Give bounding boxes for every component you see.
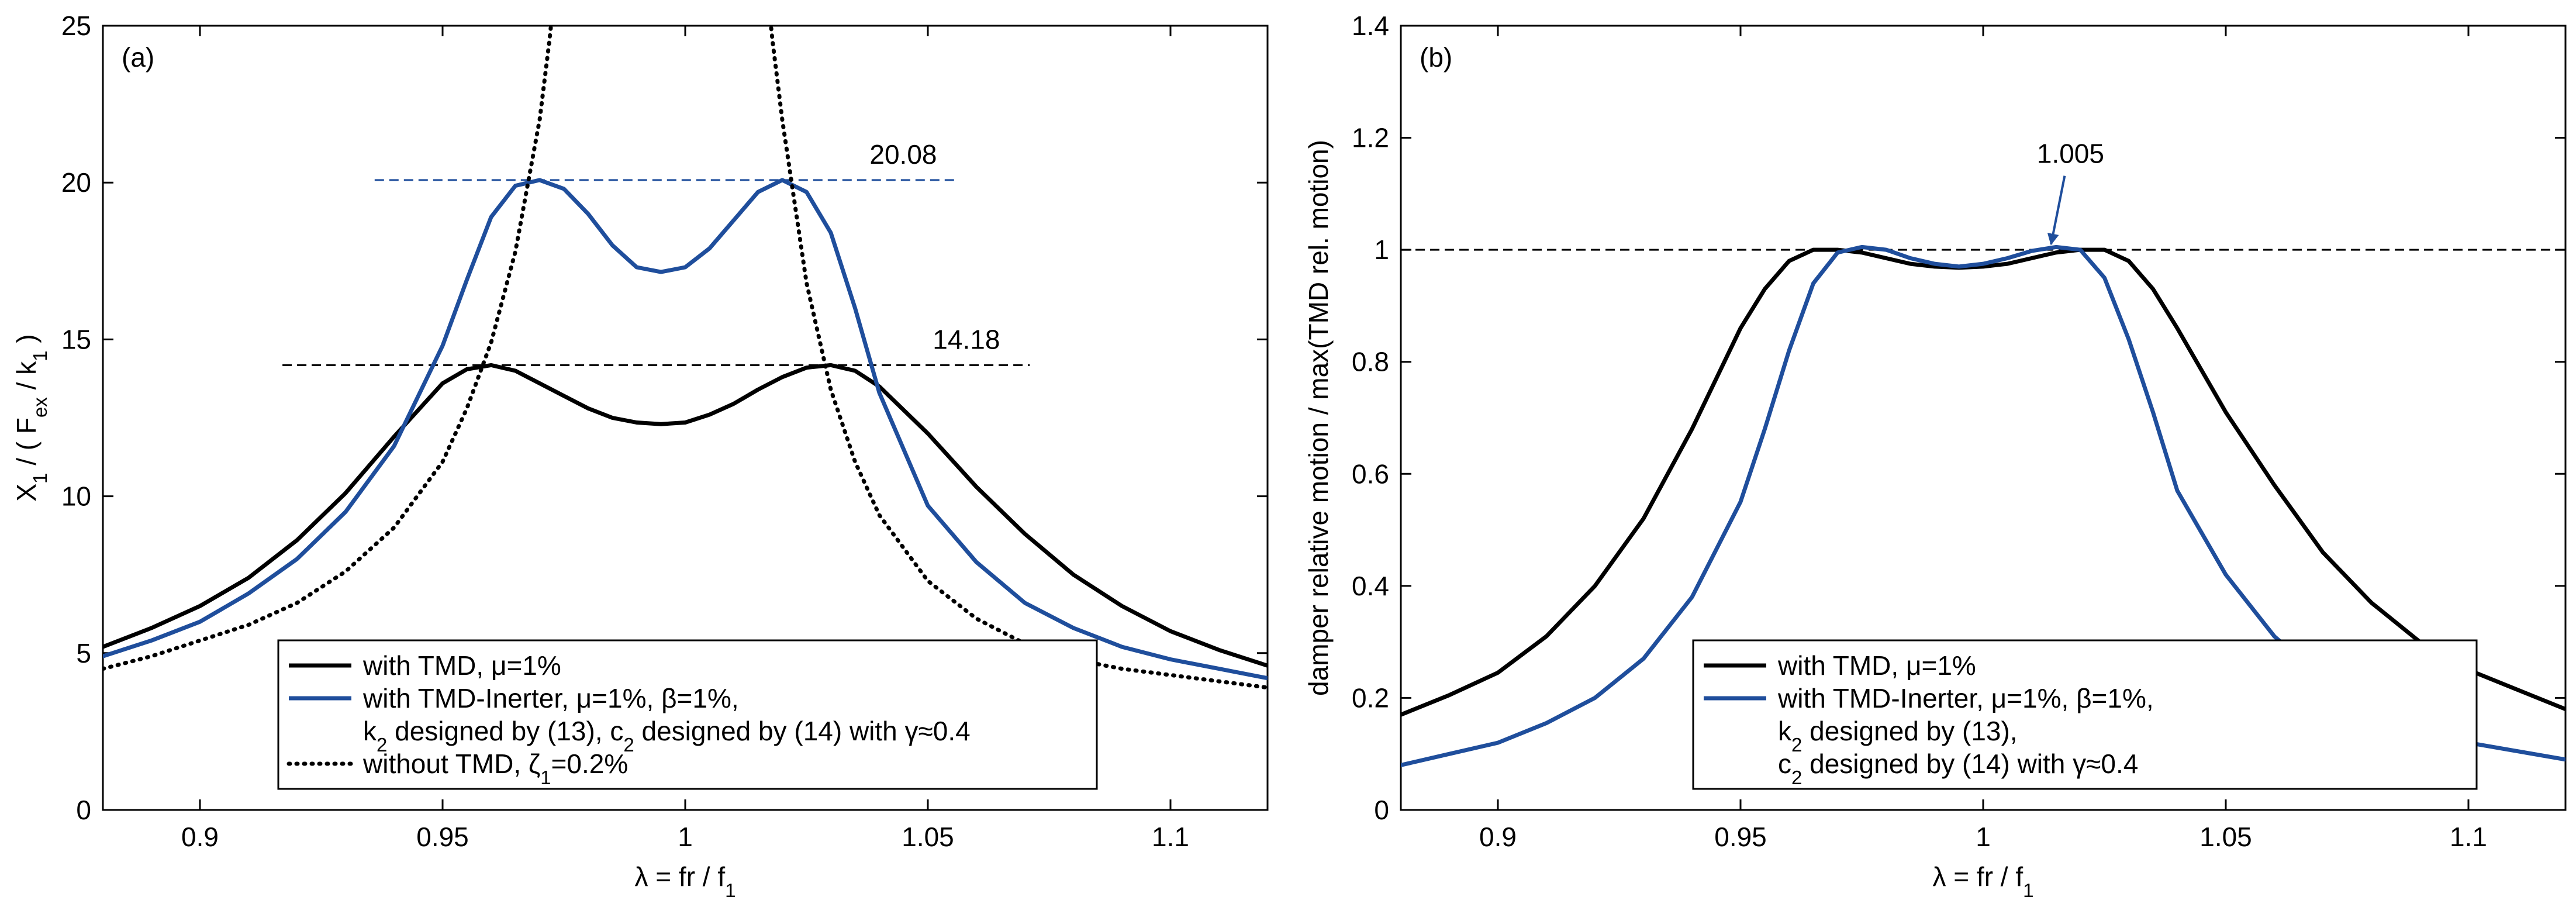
x-tick-label: 0.9 — [181, 822, 219, 852]
text-run: λ = fr / f — [1932, 861, 2023, 892]
text-run: ) — [11, 334, 42, 350]
x-axis-label: λ = fr / f1 — [634, 861, 735, 900]
x-tick-label: 1.1 — [2450, 822, 2487, 852]
text-run: k — [363, 716, 377, 746]
text-run: λ = fr / f — [634, 861, 725, 892]
plot-area — [103, 26, 1268, 690]
subscript: 1 — [29, 350, 51, 361]
text-run: with TMD, μ=1% — [362, 650, 561, 681]
y-axis-label: X1 / ( Fex / k1 ) — [11, 334, 51, 501]
legend-entry-text: with TMD-Inerter, μ=1%, β=1%, — [1777, 683, 2154, 713]
y-tick-label: 0.8 — [1352, 347, 1389, 377]
text-run: / ( F — [11, 418, 42, 473]
subscript: ex — [29, 397, 51, 418]
x-tick-label: 1.05 — [902, 822, 954, 852]
legend-entry-text: k2 designed by (13), c2 designed by (14)… — [363, 716, 971, 756]
subscript: 2 — [1791, 734, 1802, 756]
legend-box — [277, 639, 1098, 790]
y-tick-label: 10 — [61, 481, 91, 512]
annotation-arrow — [2047, 175, 2066, 246]
x-tick-label: 1.05 — [2199, 822, 2252, 852]
text-run: with TMD, μ=1% — [1777, 650, 1976, 681]
text-run: designed by (14) with γ≈0.4 — [1802, 749, 2138, 779]
text-run: without TMD, ζ — [362, 749, 540, 779]
subscript: 1 — [540, 767, 551, 788]
y-tick-label: 0.2 — [1352, 682, 1389, 713]
y-tick-label: 25 — [61, 11, 91, 41]
subscript: 2 — [377, 734, 387, 756]
subscript: 1 — [29, 473, 51, 484]
text-run: designed by (14) with γ≈0.4 — [634, 716, 971, 746]
text-run: k — [1778, 716, 1792, 746]
legend-entry-text: with TMD-Inerter, μ=1%, β=1%, — [362, 683, 739, 713]
y-tick-label: 15 — [61, 324, 91, 354]
text-run: with TMD-Inerter, μ=1%, β=1%, — [1777, 683, 2154, 713]
x-tick-label: 0.95 — [416, 822, 469, 852]
legend-entry-text: without TMD, ζ1=0.2% — [362, 749, 628, 788]
legend-box — [1692, 639, 2478, 790]
series-line — [103, 363, 1268, 668]
x-tick-label: 1 — [1976, 822, 1991, 852]
annotation-label: 1.005 — [2037, 139, 2104, 169]
x-tick-label: 1.1 — [1152, 822, 1189, 852]
reference-line-label: 20.08 — [869, 139, 937, 170]
text-run: designed by (13), c — [387, 716, 623, 746]
subscript: 1 — [2023, 880, 2033, 900]
series-line — [103, 178, 1268, 681]
text-run: with TMD-Inerter, μ=1%, β=1%, — [362, 683, 739, 713]
x-tick-label: 0.95 — [1714, 822, 1767, 852]
y-tick-label: 0 — [76, 795, 91, 825]
legend-entry-text: with TMD, μ=1% — [1777, 650, 1976, 681]
y-tick-label: 1 — [1374, 235, 1389, 265]
reference-line-label: 14.18 — [933, 324, 1000, 354]
text-run: c — [1778, 749, 1791, 779]
text-run: X — [11, 484, 42, 502]
panel-b: 0.9 0.95 1 1.05 1.1 0 0.2 0.4 0.6 0.8 1 1.2 1.4 λ = f… — [1303, 11, 2567, 900]
legend-entry-text: c2 designed by (14) with γ≈0.4 — [1778, 749, 2138, 788]
subscript: 1 — [725, 880, 735, 900]
x-tick-label: 1 — [678, 822, 693, 852]
y-tick-label: 0 — [1374, 795, 1389, 825]
y-tick-label: 0.4 — [1352, 571, 1389, 601]
legend-entry-text: k2 designed by (13), — [1778, 716, 2018, 756]
series-line — [103, 26, 1268, 690]
panel-label: (a) — [122, 42, 154, 73]
y-tick-label: 1.2 — [1352, 123, 1389, 153]
y-tick-label: 5 — [76, 638, 91, 668]
text-run: / k — [11, 361, 42, 397]
y-axis-label: damper relative motion / max(TMD rel. mo… — [1303, 140, 1334, 696]
text-run: designed by (13), — [1802, 716, 2017, 746]
x-axis-label: λ = fr / f1 — [1932, 861, 2033, 900]
y-tick-label: 0.6 — [1352, 458, 1389, 489]
text-run: =0.2% — [551, 749, 629, 779]
panel-label: (b) — [1420, 42, 1452, 73]
legend-entry-text: with TMD, μ=1% — [362, 650, 561, 681]
subscript: 2 — [623, 734, 634, 756]
subscript: 2 — [1791, 767, 1802, 788]
x-tick-label: 0.9 — [1479, 822, 1517, 852]
y-tick-label: 20 — [61, 167, 91, 198]
y-tick-label: 1.4 — [1352, 11, 1389, 41]
